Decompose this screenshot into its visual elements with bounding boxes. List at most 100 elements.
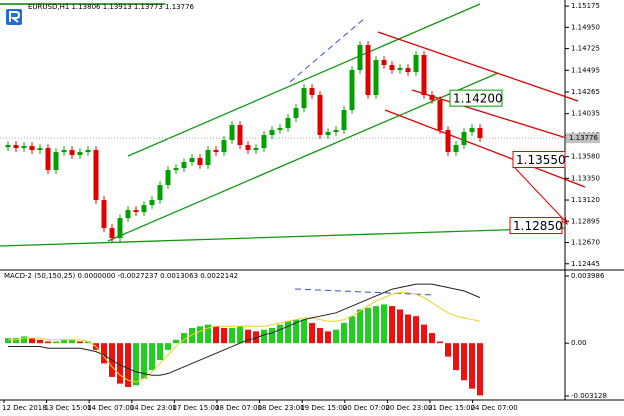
- histogram-bar: [357, 309, 363, 344]
- histogram-bar: [285, 321, 291, 344]
- y-tick-label: 1.12670: [571, 239, 600, 247]
- histogram-bar: [317, 327, 323, 344]
- histogram-bar: [261, 329, 267, 344]
- x-tick-label: 12 Dec 2018: [2, 404, 47, 412]
- macd-line: [8, 283, 481, 376]
- histogram-bar: [85, 341, 91, 344]
- histogram-bar: [309, 322, 315, 344]
- histogram-bar: [253, 331, 259, 344]
- candle-body: [477, 128, 483, 139]
- candle-body: [93, 150, 99, 201]
- histogram-bar: [445, 343, 451, 357]
- candle-body: [309, 88, 315, 96]
- histogram-bar: [277, 324, 283, 344]
- candle-body: [181, 162, 187, 169]
- channel-lower: [107, 72, 499, 242]
- histogram-bar: [133, 343, 139, 386]
- x-tick-label: 17 Dec 15:00: [172, 404, 219, 412]
- x-tick-label: 21 Dec 15:00: [428, 404, 475, 412]
- candle-body: [445, 130, 451, 153]
- histogram-bar: [413, 316, 419, 344]
- candle-body: [205, 150, 211, 166]
- x-tick-label: 24 Dec 07:00: [471, 404, 518, 412]
- candle-body: [261, 135, 267, 149]
- candle-body: [125, 210, 131, 219]
- x-tick-label: 20 Dec 07:00: [343, 404, 390, 412]
- histogram-bar: [461, 343, 467, 381]
- candle-body: [69, 150, 75, 156]
- y-tick-label: 0.003986: [571, 272, 605, 280]
- candle-body: [189, 158, 195, 163]
- macd-title: MACD-2 (50,150,25) 0.0000000 -0.0027237 …: [4, 272, 238, 280]
- candle-body: [301, 88, 307, 109]
- red-channel-lower: [384, 109, 586, 188]
- histogram-bar: [341, 322, 347, 344]
- x-tick-label: 20 Dec 23:00: [385, 404, 432, 412]
- histogram-bar: [237, 326, 243, 344]
- candle-body: [365, 45, 371, 96]
- trend-lines: [0, 3, 586, 296]
- candle-body: [221, 140, 227, 153]
- candle-body: [157, 185, 163, 201]
- candle-body: [373, 60, 379, 96]
- support-line: [0, 227, 566, 247]
- red-channel-upper: [377, 31, 579, 102]
- candle-body: [133, 210, 139, 213]
- macd-line: [8, 292, 481, 383]
- histogram-bar: [149, 343, 155, 371]
- histogram-bar: [205, 324, 211, 344]
- candle-body: [13, 145, 19, 149]
- candle-body: [165, 170, 171, 186]
- level-box: [512, 150, 566, 168]
- candle-body: [213, 150, 219, 153]
- candle-body: [341, 110, 347, 131]
- histogram-bar: [173, 339, 179, 344]
- histogram-bar: [301, 319, 307, 344]
- histogram-bar: [365, 307, 371, 344]
- candle-body: [109, 228, 115, 239]
- candle-body: [397, 68, 403, 71]
- y-tick-label: 1.14035: [571, 110, 600, 118]
- level-label: 1.12850: [513, 219, 563, 233]
- last-price-label: 1.13776: [569, 134, 598, 142]
- candle-body: [357, 45, 363, 71]
- level-label: 1.14200: [453, 92, 503, 106]
- candle-body: [45, 148, 51, 171]
- histogram-bar: [469, 343, 475, 389]
- logo-mark: [9, 11, 21, 23]
- histogram-bar: [397, 309, 403, 344]
- histogram-bar: [125, 343, 131, 388]
- x-tick-label: 14 Dec 07:00: [87, 404, 134, 412]
- candle-body: [405, 68, 411, 73]
- histogram-bar: [245, 329, 251, 344]
- histogram-bar: [333, 329, 339, 344]
- level-box: [449, 89, 503, 107]
- candle-body: [453, 145, 459, 153]
- y-tick-label: 1.13120: [571, 196, 600, 204]
- y-tick-label: 1.12895: [571, 217, 600, 225]
- candle-body: [245, 145, 251, 151]
- y-tick-label: 1.13350: [571, 174, 600, 182]
- histogram-bar: [5, 338, 11, 344]
- candle-body: [333, 130, 339, 133]
- histogram-bar: [197, 326, 203, 344]
- arrow: [514, 167, 567, 223]
- candle-body: [277, 128, 283, 131]
- histogram-bar: [429, 333, 435, 344]
- candle-body: [61, 150, 67, 153]
- histogram-bar: [13, 338, 19, 344]
- histogram-bar: [37, 339, 43, 344]
- candle-body: [37, 148, 43, 151]
- y-tick-label: 1.14265: [571, 88, 600, 96]
- histogram-bar: [21, 336, 27, 344]
- y-tick-label: 1.14495: [571, 66, 600, 74]
- candle-body: [381, 60, 387, 66]
- level-label: 1.13550: [516, 153, 566, 167]
- y-tick-label: 1.14950: [571, 23, 600, 31]
- histogram-bar: [181, 333, 187, 344]
- x-tick-label: 18 Dec 07:00: [215, 404, 262, 412]
- candle-body: [173, 168, 179, 171]
- candle-body: [21, 146, 27, 149]
- candle-body: [269, 130, 275, 136]
- candle-body: [197, 158, 203, 166]
